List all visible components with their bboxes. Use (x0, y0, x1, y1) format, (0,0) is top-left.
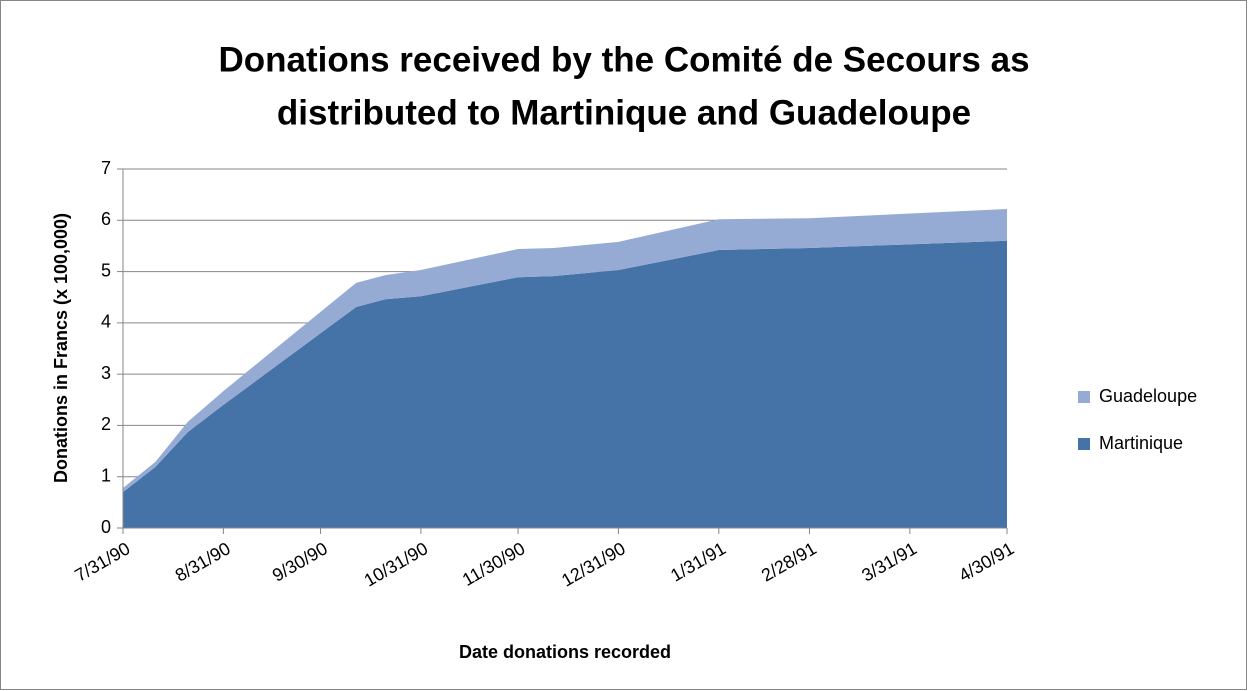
y-tick-label: 4 (101, 312, 111, 332)
area (123, 240, 1007, 529)
y-axis-title: Donations in Francs (x 100,000) (51, 213, 71, 483)
y-tick-label: 1 (101, 465, 111, 485)
legend-swatch (1078, 391, 1090, 403)
legend-label: Martinique (1099, 433, 1183, 453)
y-tick-label: 5 (101, 260, 111, 280)
legend-label: Guadeloupe (1099, 386, 1197, 406)
area (123, 209, 1007, 493)
y-tick-label: 6 (101, 209, 111, 229)
x-axis-title: Date donations recorded (459, 642, 671, 662)
y-tick-label: 2 (101, 414, 111, 434)
plot-area (123, 209, 1007, 529)
legend-swatch (1078, 438, 1090, 450)
chart-title: distributed to Martinique and Guadeloupe (277, 93, 971, 132)
y-tick-label: 0 (101, 517, 111, 537)
chart-title: Donations received by the Comité de Seco… (218, 40, 1029, 79)
y-tick-label: 7 (101, 158, 111, 178)
y-tick-label: 3 (101, 363, 111, 383)
